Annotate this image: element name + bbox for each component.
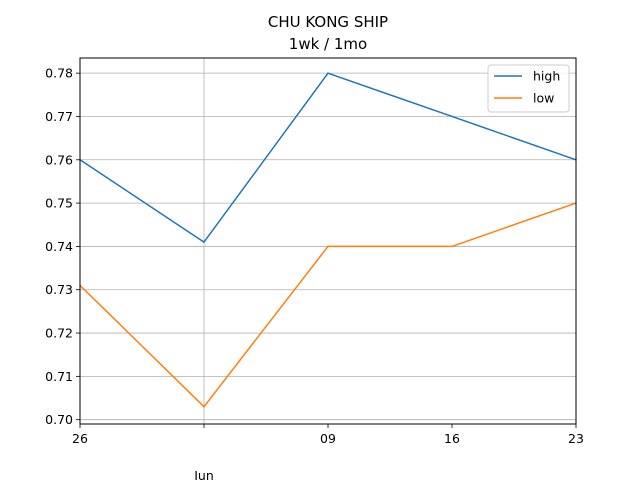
x-axis: 26 09 16 23 Jun: [72, 424, 584, 480]
data-point-low: [327, 245, 329, 248]
x-month-label: Jun: [193, 468, 214, 480]
legend: high low: [487, 64, 570, 113]
y-tick-label: 0.73: [45, 282, 73, 297]
legend-label-high: high: [533, 69, 560, 84]
x-tick-label: 16: [444, 431, 460, 446]
legend-label-low: low: [533, 91, 554, 106]
data-point-high: [327, 72, 329, 74]
chart-title: CHU KONG SHIP: [268, 13, 388, 31]
y-axis: 0.70 0.71 0.72 0.73 0.74 0.75 0.76 0.77 0.78: [45, 66, 80, 427]
x-tick-label: 09: [320, 431, 336, 446]
y-tick-label: 0.78: [45, 66, 73, 81]
x-tick-label: 26: [72, 431, 88, 446]
x-tick-label: 23: [568, 431, 584, 446]
y-tick-label: 0.76: [45, 152, 73, 167]
y-tick-label: 0.75: [45, 196, 73, 211]
data-point-high: [203, 241, 205, 243]
y-tick-label: 0.71: [45, 369, 73, 384]
data-point-high: [451, 115, 453, 118]
y-tick-label: 0.72: [45, 326, 73, 341]
chart-subtitle: 1wk / 1mo: [289, 35, 367, 53]
data-point-low: [451, 245, 453, 248]
data-point-low: [203, 405, 205, 408]
y-tick-label: 0.70: [45, 412, 73, 427]
y-tick-label: 0.74: [45, 239, 73, 254]
y-tick-label: 0.77: [45, 109, 73, 124]
